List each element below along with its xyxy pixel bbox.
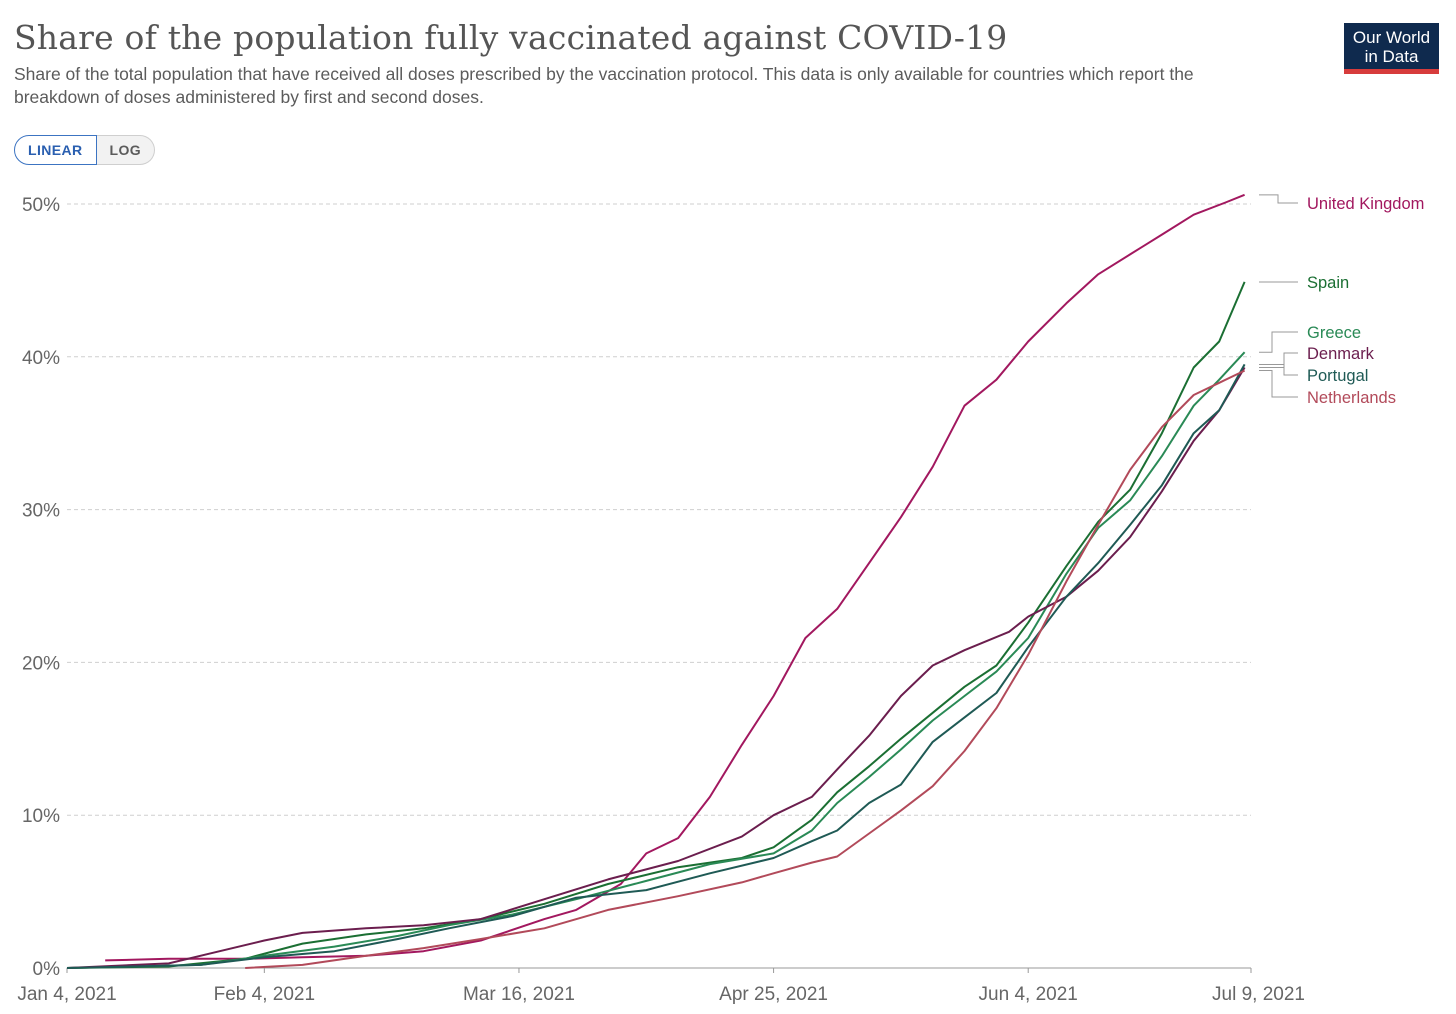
series-line xyxy=(105,193,1245,962)
gridlines xyxy=(67,203,1251,816)
series-lines xyxy=(66,193,1246,969)
x-tick-label: Mar 16, 2021 xyxy=(463,984,575,1005)
series-label: Denmark xyxy=(1307,345,1375,363)
series-line xyxy=(66,363,1246,969)
y-tick-label: 20% xyxy=(22,653,60,674)
label-connector xyxy=(1259,352,1298,368)
owid-logo[interactable]: Our World in Data xyxy=(1344,23,1439,74)
chart-title: Share of the population fully vaccinated… xyxy=(14,18,1008,57)
series-line xyxy=(245,369,1246,969)
series-labels: United Kingdom Spain Greece Denmark Portugal… xyxy=(1259,194,1424,407)
x-tick-label: Jun 4, 2021 xyxy=(979,984,1078,1005)
y-tick-label: 10% xyxy=(22,806,60,827)
series-label: Portugal xyxy=(1307,367,1368,385)
y-tick-label: 40% xyxy=(22,348,60,369)
label-connector xyxy=(1259,370,1298,398)
x-tick-label: Jul 9, 2021 xyxy=(1212,984,1305,1005)
series-label: Greece xyxy=(1307,324,1361,342)
x-tick-label: Jan 4, 2021 xyxy=(17,984,116,1005)
series-label: United Kingdom xyxy=(1307,195,1424,213)
x-tick-label: Feb 4, 2021 xyxy=(214,984,315,1005)
logo-line-1: Our World xyxy=(1352,28,1431,47)
label-connector xyxy=(1259,194,1298,204)
y-tick-label: 30% xyxy=(22,501,60,522)
linear-scale-button[interactable]: LINEAR xyxy=(14,135,97,165)
label-connector xyxy=(1259,331,1298,353)
series-label: Spain xyxy=(1307,274,1349,292)
scale-toggle: LINEAR LOG xyxy=(14,135,156,165)
series-line xyxy=(66,366,1246,969)
log-scale-button[interactable]: LOG xyxy=(96,135,156,165)
y-tick-label: 50% xyxy=(22,195,60,216)
label-connector xyxy=(1259,363,1298,376)
logo-line-2: in Data xyxy=(1364,47,1419,66)
x-tick-label: Apr 25, 2021 xyxy=(719,984,828,1005)
series-label: Netherlands xyxy=(1307,389,1396,407)
y-tick-label: 0% xyxy=(33,959,61,980)
axes: 0% 10% 20% 30% 40% 50% Jan 4, 2021 Feb 4, 2021 M… xyxy=(17,195,1305,1005)
chart-subtitle: Share of the total population that have … xyxy=(14,64,1194,107)
series-line xyxy=(66,351,1246,969)
series-line xyxy=(66,281,1246,969)
